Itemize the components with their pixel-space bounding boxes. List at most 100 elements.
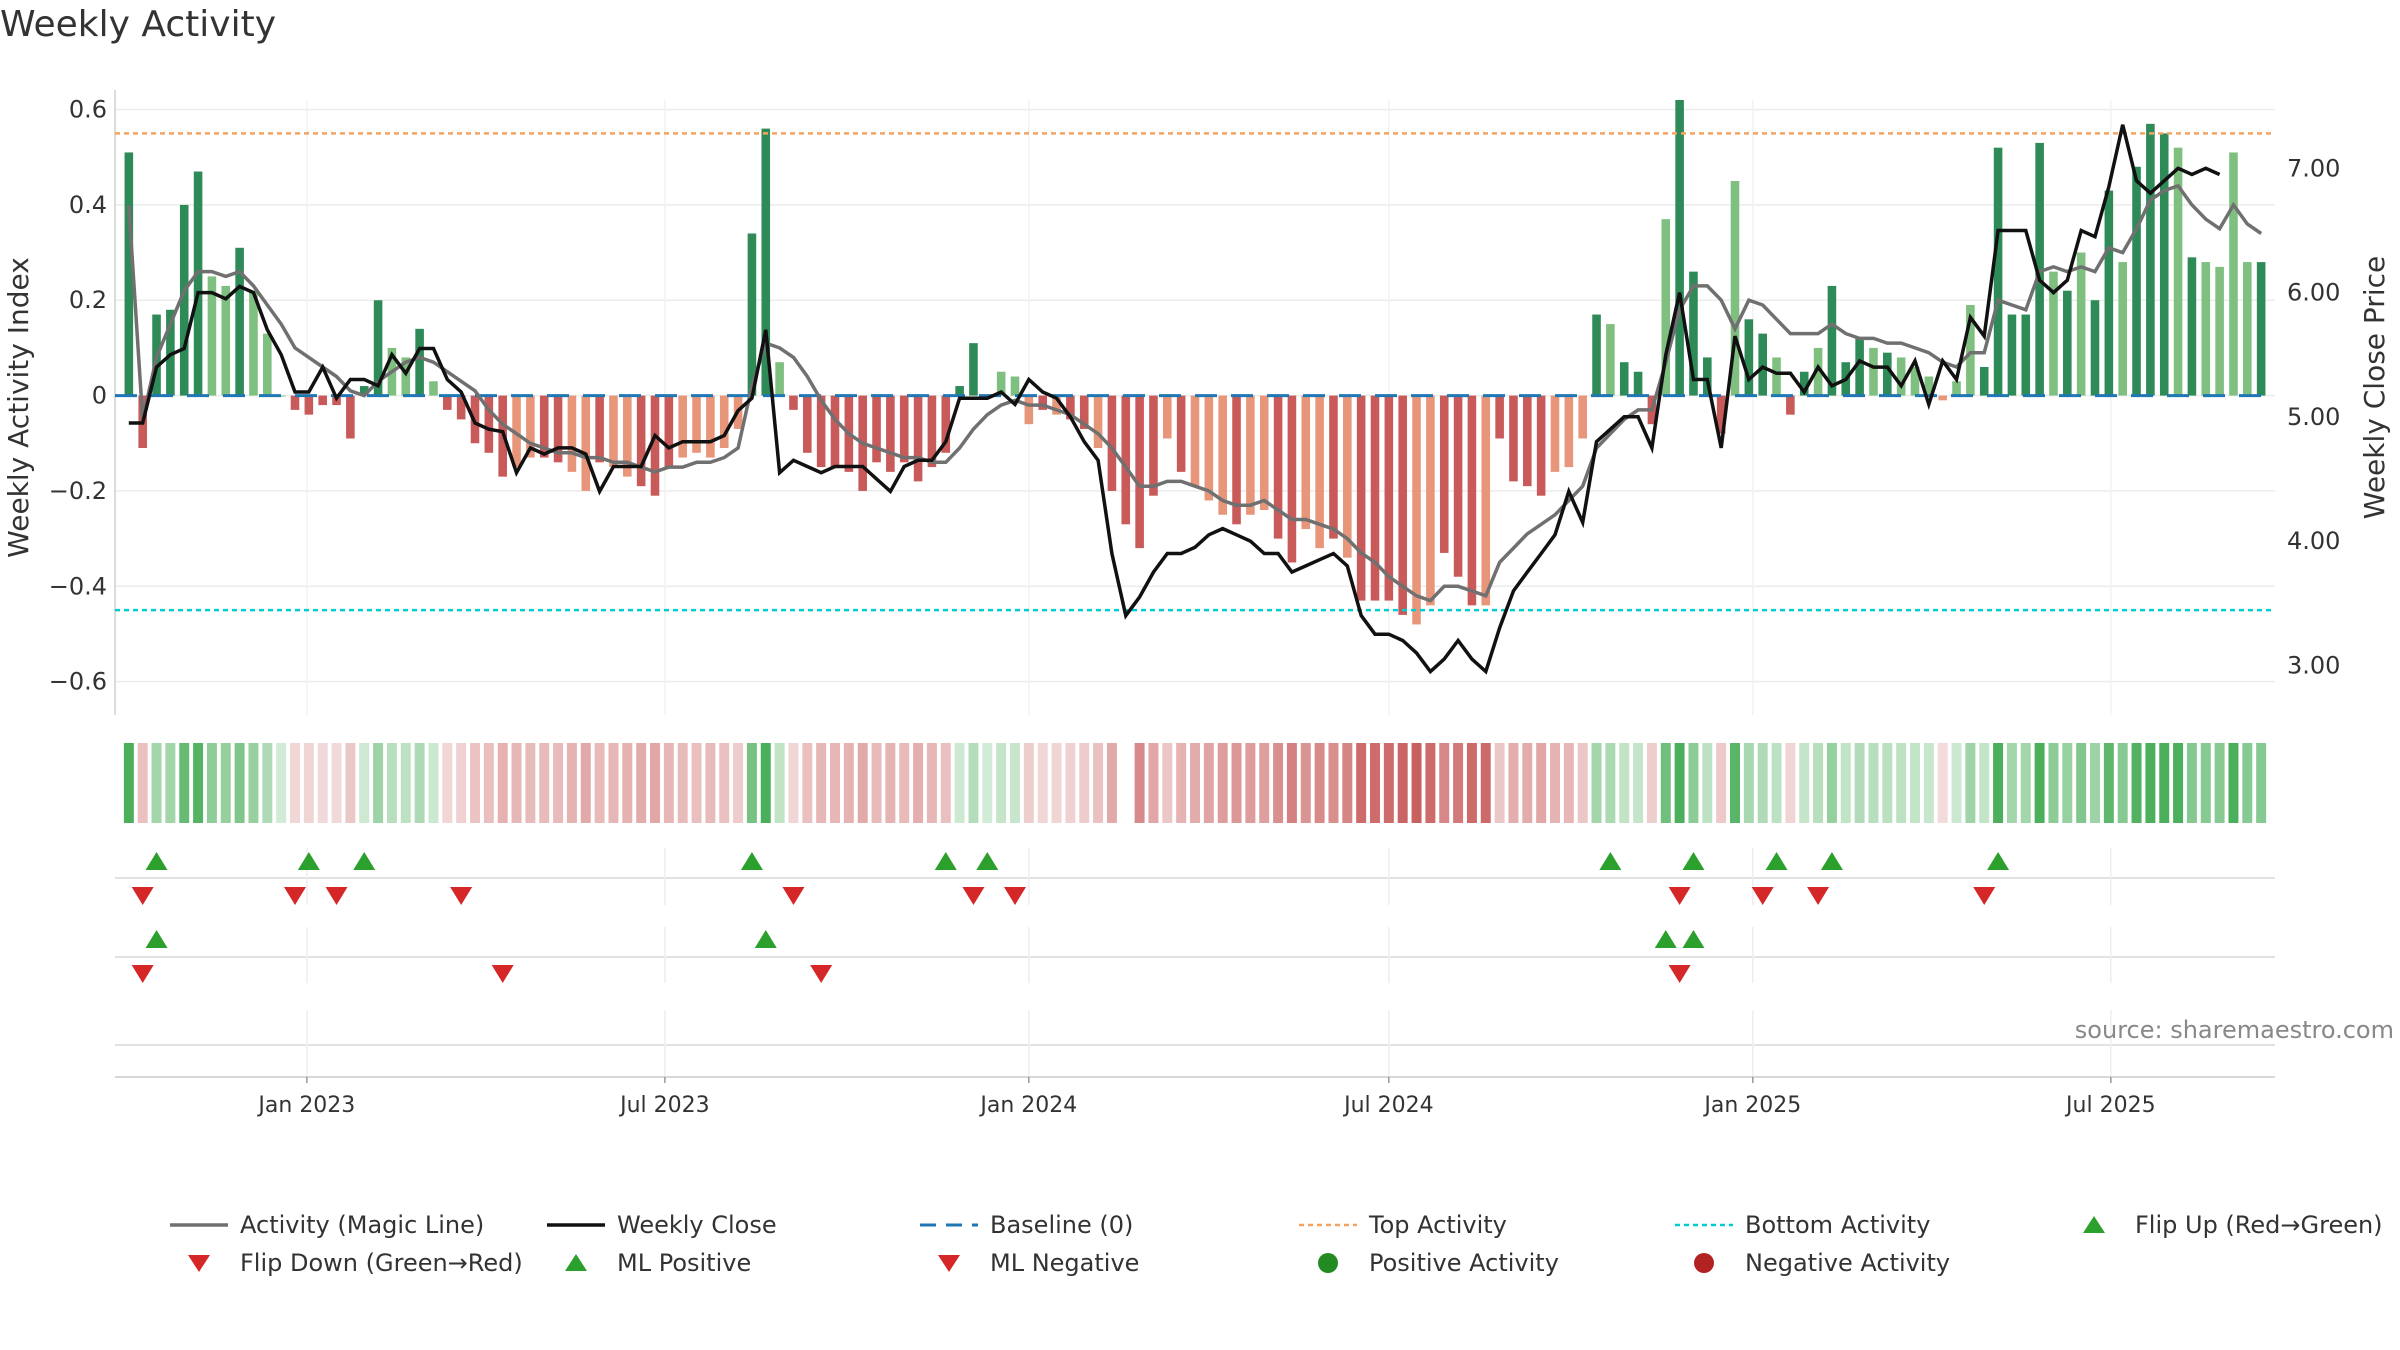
heat-strip-cell [2103, 743, 2114, 823]
heat-strip-cell [456, 743, 467, 823]
heat-strip-cell [636, 743, 647, 823]
activity-bar [1536, 395, 1546, 496]
activity-bar [2159, 133, 2169, 396]
activity-bar [1079, 395, 1089, 429]
heat-strip-cell [2131, 743, 2142, 823]
heat-strip-cell [719, 743, 730, 823]
activity-bar [1024, 395, 1034, 425]
activity-bar [124, 152, 134, 396]
heat-strip-cell [2256, 743, 2267, 823]
activity-bar [1910, 366, 1920, 396]
source-note: source: sharemaestro.com [2074, 1016, 2394, 1044]
heat-strip-cell [691, 743, 702, 823]
flip-down-marker [450, 887, 473, 905]
negdot-legend-swatch [1694, 1253, 1714, 1273]
heat-strip-cell [1702, 743, 1713, 823]
activity-bar [899, 395, 909, 463]
magic-line [127, 183, 2263, 603]
heat-strip-cell [913, 743, 924, 823]
heat-strip-cell [954, 743, 965, 823]
flip-down-marker [782, 887, 805, 905]
activity-bar [346, 395, 355, 439]
activity-bar [1107, 395, 1117, 491]
x-tick-label: Jul 2024 [1342, 1093, 1434, 1118]
heat-strip-cell [373, 743, 384, 823]
heat-strip-cell [2242, 743, 2253, 823]
flip-up-marker [297, 852, 320, 870]
legend-up-triangle [565, 1254, 587, 1271]
activity-bar [1592, 314, 1601, 396]
activity-bar [1952, 381, 1961, 396]
heat-strip-cell [1937, 743, 1948, 823]
heat-strip-cell [193, 743, 204, 823]
heat-strip-cell [2062, 743, 2073, 823]
left-axis-title: Weekly Activity Index [2, 257, 35, 558]
heat-strip-cell [1411, 743, 1422, 823]
heat-strip-cell [2228, 743, 2239, 823]
left-tick-label: −0.6 [49, 668, 107, 696]
legend-swatch [545, 1250, 607, 1276]
heat-strip-cell [2214, 743, 2225, 823]
activity-bar [1564, 395, 1574, 468]
legend-down-triangle [188, 1255, 210, 1272]
heat-strip-cell [885, 743, 896, 823]
legend-label: Weekly Close [617, 1211, 777, 1239]
activity-bar [2132, 166, 2141, 396]
activity-bar [969, 343, 978, 396]
heat-strip-cell [1328, 743, 1339, 823]
heat-strip-cell [705, 743, 716, 823]
activity-bar [2173, 147, 2183, 396]
ml-positive-marker [754, 930, 777, 948]
left-tick-label: 0.4 [69, 191, 107, 219]
heat-strip-cell [1993, 743, 2004, 823]
legend-item-top: Top Activity [1297, 1211, 1507, 1239]
heat-strip-cell [663, 743, 674, 823]
flip-down-marker [1807, 887, 1830, 905]
heat-strip-cell [345, 743, 356, 823]
ml-negative-marker [1668, 965, 1691, 983]
ml-positive-marker [1682, 930, 1705, 948]
flipup-legend-swatch [2083, 1216, 2105, 1233]
activity-bar [1966, 305, 1975, 396]
activity-bar [830, 395, 840, 468]
activity-bar [2118, 262, 2127, 396]
flip-down-marker [1668, 887, 1691, 905]
heat-strip-cell [206, 743, 217, 823]
heat-strip-cell [1771, 743, 1782, 823]
legend-swatch [1673, 1212, 1735, 1238]
activity-bar [1855, 338, 1864, 396]
heat-strip-cell [1065, 743, 1076, 823]
activity-bar [401, 357, 411, 396]
heat-strip-cell [483, 743, 494, 823]
chart-title: Weekly Activity [0, 4, 277, 45]
mlpos-legend-swatch [565, 1254, 587, 1271]
heat-strip-cell [1245, 743, 1256, 823]
legend-label: Top Activity [1369, 1211, 1507, 1239]
activity-bar [221, 285, 231, 396]
heat-strip-cell [151, 743, 162, 823]
activity-bar [1176, 395, 1186, 472]
legend-item-flipdown: Flip Down (Green→Red) [168, 1249, 523, 1277]
activity-bar [1578, 395, 1587, 439]
activity-bar [1730, 181, 1740, 396]
heat-strip-cell [1023, 743, 1034, 823]
heat-strip-cell [1826, 743, 1837, 823]
heat-strip-cell [2020, 743, 2031, 823]
activity-bar [1356, 395, 1366, 601]
activity-bar [650, 395, 660, 496]
heat-strip-cell [1051, 743, 1062, 823]
ml-negative-marker [131, 965, 154, 983]
legend-item-baseline: Baseline (0) [918, 1211, 1133, 1239]
heat-strip-cell [871, 743, 882, 823]
heat-strip-cell [303, 743, 314, 823]
heat-strip-cell [1965, 743, 1976, 823]
flip-up-marker [1682, 852, 1705, 870]
heat-strip-cell [179, 743, 190, 823]
heat-strip-cell [1577, 743, 1588, 823]
legend-item-mlpos: ML Positive [545, 1249, 751, 1277]
activity-bar [1246, 395, 1255, 515]
heat-strip-cell [857, 743, 868, 823]
heat-strip-cell [1425, 743, 1436, 823]
heat-strip-cell [802, 743, 813, 823]
